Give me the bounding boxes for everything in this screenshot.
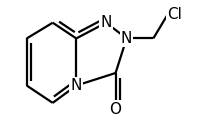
Text: N: N bbox=[121, 31, 132, 46]
Text: N: N bbox=[71, 78, 82, 93]
Text: Cl: Cl bbox=[167, 7, 182, 22]
Text: N: N bbox=[101, 15, 112, 30]
Text: O: O bbox=[110, 102, 122, 117]
